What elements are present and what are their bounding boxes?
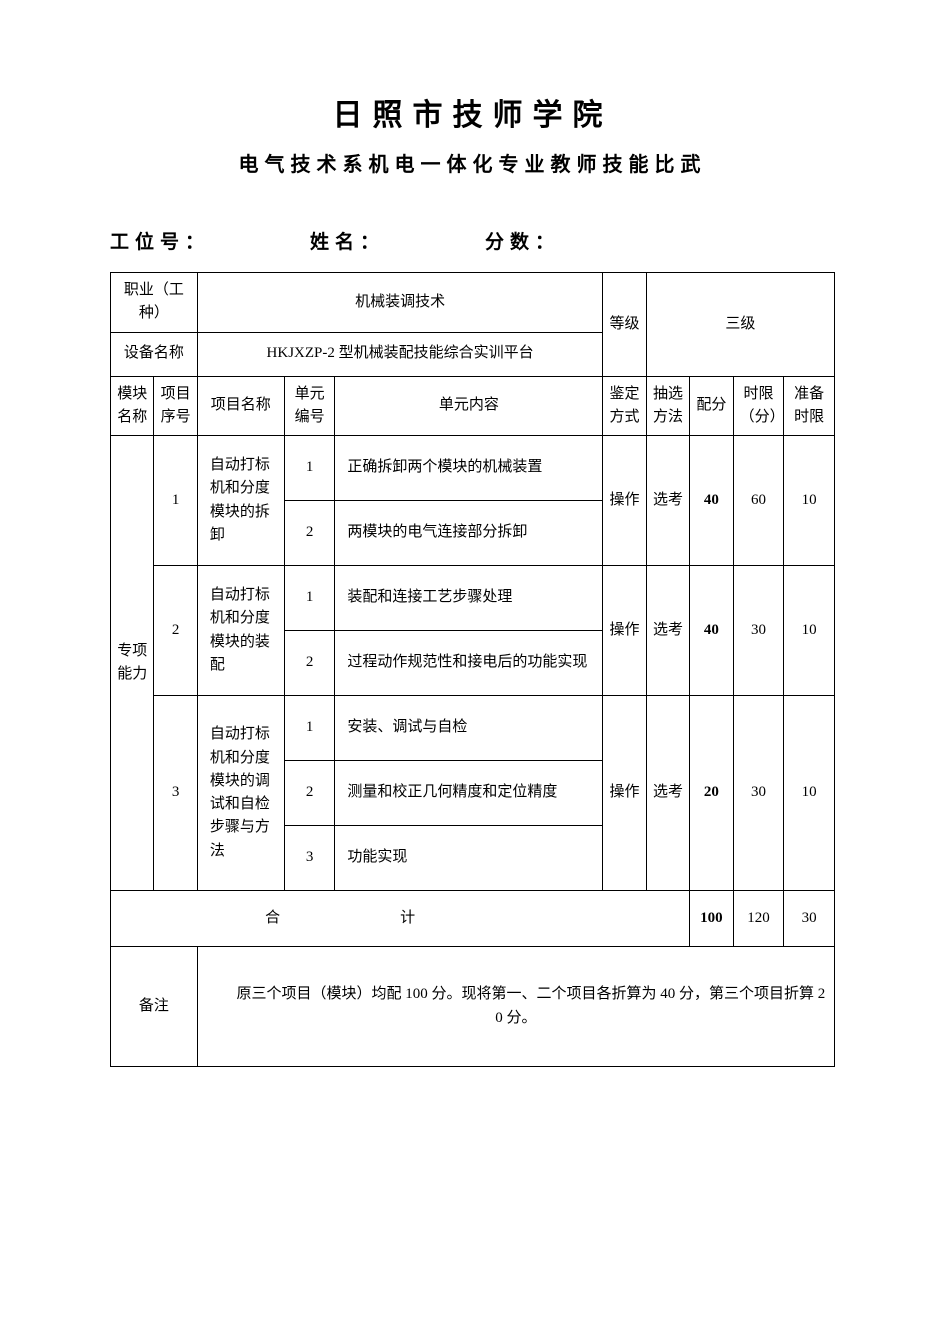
h-score: 配分 xyxy=(690,376,733,436)
total-score: 100 xyxy=(690,891,733,947)
p1-u1-no: 1 xyxy=(284,436,335,501)
p3-prep: 10 xyxy=(784,696,835,891)
p2-name: 自动打标机和分度模块的装配 xyxy=(197,566,284,696)
p1-select: 选考 xyxy=(646,436,689,566)
level-label: 等级 xyxy=(603,273,646,377)
p2-u2-content: 过程动作规范性和接电后的功能实现 xyxy=(335,631,603,696)
p2-prep: 10 xyxy=(784,566,835,696)
total-label: 合计 xyxy=(111,891,690,947)
p2-u2-no: 2 xyxy=(284,631,335,696)
p2-u1-no: 1 xyxy=(284,566,335,631)
level-value: 三级 xyxy=(646,273,834,377)
title-main: 日照市技师学院 xyxy=(110,90,835,134)
total-prep: 30 xyxy=(784,891,835,947)
score-label: 分数： xyxy=(485,227,560,254)
p1-score: 40 xyxy=(690,436,733,566)
main-table: 职业（工种） 机械装调技术 等级 三级 设备名称 HKJXZP-2 型机械装配技… xyxy=(110,272,835,1067)
p2-no: 2 xyxy=(154,566,197,696)
p2-score: 40 xyxy=(690,566,733,696)
module-label: 专项能力 xyxy=(111,436,154,891)
h-module-name: 模块名称 xyxy=(111,376,154,436)
p1-u2-content: 两模块的电气连接部分拆卸 xyxy=(335,501,603,566)
p1-assess: 操作 xyxy=(603,436,646,566)
h-assess: 鉴定方式 xyxy=(603,376,646,436)
p3-assess: 操作 xyxy=(603,696,646,891)
info-row: 工位号： 姓名： 分数： xyxy=(110,227,835,254)
h-project-no: 项目序号 xyxy=(154,376,197,436)
h-time: 时限（分） xyxy=(733,376,784,436)
h-unit-content: 单元内容 xyxy=(335,376,603,436)
p1-u2-no: 2 xyxy=(284,501,335,566)
p3-u2-content: 测量和校正几何精度和定位精度 xyxy=(335,761,603,826)
equipment-label: 设备名称 xyxy=(111,332,198,376)
p1-time: 60 xyxy=(733,436,784,566)
title-sub: 电气技术系机电一体化专业教师技能比武 xyxy=(110,148,835,177)
p2-u1-content: 装配和连接工艺步骤处理 xyxy=(335,566,603,631)
p3-u2-no: 2 xyxy=(284,761,335,826)
p2-select: 选考 xyxy=(646,566,689,696)
p1-u1-content: 正确拆卸两个模块的机械装置 xyxy=(335,436,603,501)
p3-no: 3 xyxy=(154,696,197,891)
p3-score: 20 xyxy=(690,696,733,891)
p1-name: 自动打标机和分度模块的拆卸 xyxy=(197,436,284,566)
remark-text: 原三个项目（模块）均配 100 分。现将第一、二个项目各折算为 40 分，第三个… xyxy=(197,947,834,1067)
p1-prep: 10 xyxy=(784,436,835,566)
p3-name: 自动打标机和分度模块的调试和自检步骤与方法 xyxy=(197,696,284,891)
h-unit-no: 单元编号 xyxy=(284,376,335,436)
p3-u1-content: 安装、调试与自检 xyxy=(335,696,603,761)
occupation-label: 职业（工种） xyxy=(111,273,198,333)
p3-u1-no: 1 xyxy=(284,696,335,761)
station-label: 工位号： xyxy=(110,227,210,254)
p3-select: 选考 xyxy=(646,696,689,891)
h-select: 抽选方法 xyxy=(646,376,689,436)
p3-u3-no: 3 xyxy=(284,826,335,891)
name-label: 姓名： xyxy=(310,227,385,254)
total-time: 120 xyxy=(733,891,784,947)
p3-time: 30 xyxy=(733,696,784,891)
occupation-value: 机械装调技术 xyxy=(197,273,602,333)
equipment-value: HKJXZP-2 型机械装配技能综合实训平台 xyxy=(197,332,602,376)
p2-assess: 操作 xyxy=(603,566,646,696)
h-prep: 准备时限 xyxy=(784,376,835,436)
p1-no: 1 xyxy=(154,436,197,566)
p3-u3-content: 功能实现 xyxy=(335,826,603,891)
h-project-name: 项目名称 xyxy=(197,376,284,436)
p2-time: 30 xyxy=(733,566,784,696)
remark-label: 备注 xyxy=(111,947,198,1067)
